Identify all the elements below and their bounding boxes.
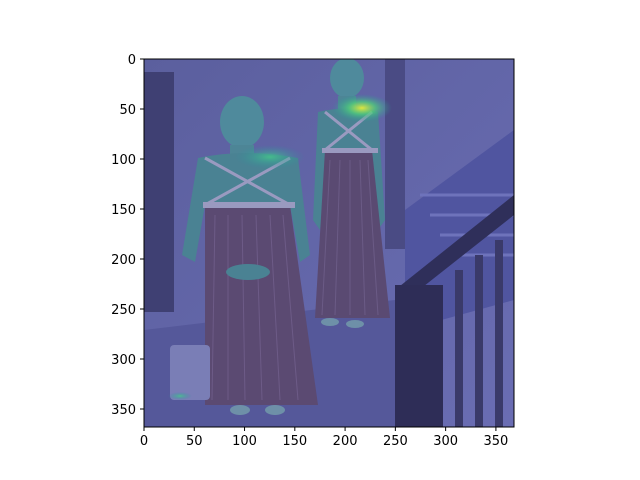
y-tick-label: 100 xyxy=(111,153,136,168)
x-tick-label: 0 xyxy=(140,434,148,449)
y-tick-label: 250 xyxy=(111,303,136,318)
x-tick-label: 300 xyxy=(433,434,458,449)
x-axis: 0 50 100 150 200 250 300 350 xyxy=(140,427,508,449)
x-tick-label: 50 xyxy=(186,434,203,449)
y-tick-label: 0 xyxy=(128,53,136,68)
plot-frame xyxy=(143,58,515,428)
x-tick-label: 200 xyxy=(333,434,358,449)
y-tick-label: 50 xyxy=(119,103,136,118)
photo-image xyxy=(144,59,514,427)
y-axis: 0 50 100 150 200 250 300 350 xyxy=(111,53,144,418)
y-tick-label: 300 xyxy=(111,353,136,368)
x-tick-label: 100 xyxy=(232,434,257,449)
y-tick-label: 200 xyxy=(111,253,136,268)
x-tick-label: 250 xyxy=(383,434,408,449)
x-tick-label: 350 xyxy=(483,434,508,449)
y-tick-label: 150 xyxy=(111,203,136,218)
y-tick-label: 350 xyxy=(111,403,136,418)
x-tick-label: 150 xyxy=(282,434,307,449)
